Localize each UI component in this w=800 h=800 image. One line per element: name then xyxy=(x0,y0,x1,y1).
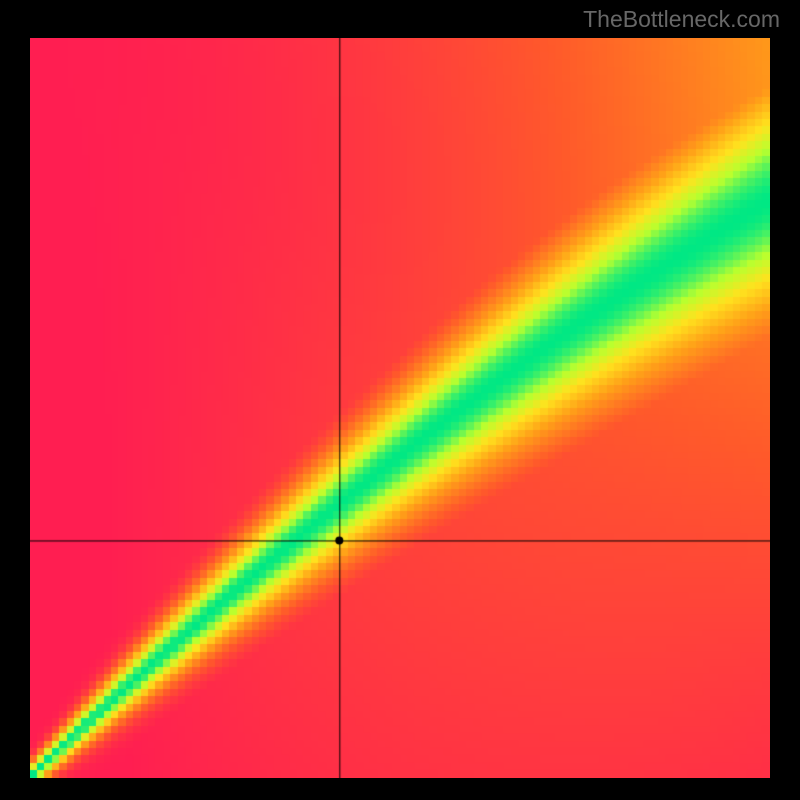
chart-frame: TheBottleneck.com xyxy=(0,0,800,800)
heatmap-canvas xyxy=(30,38,770,778)
watermark-text: TheBottleneck.com xyxy=(583,6,780,33)
